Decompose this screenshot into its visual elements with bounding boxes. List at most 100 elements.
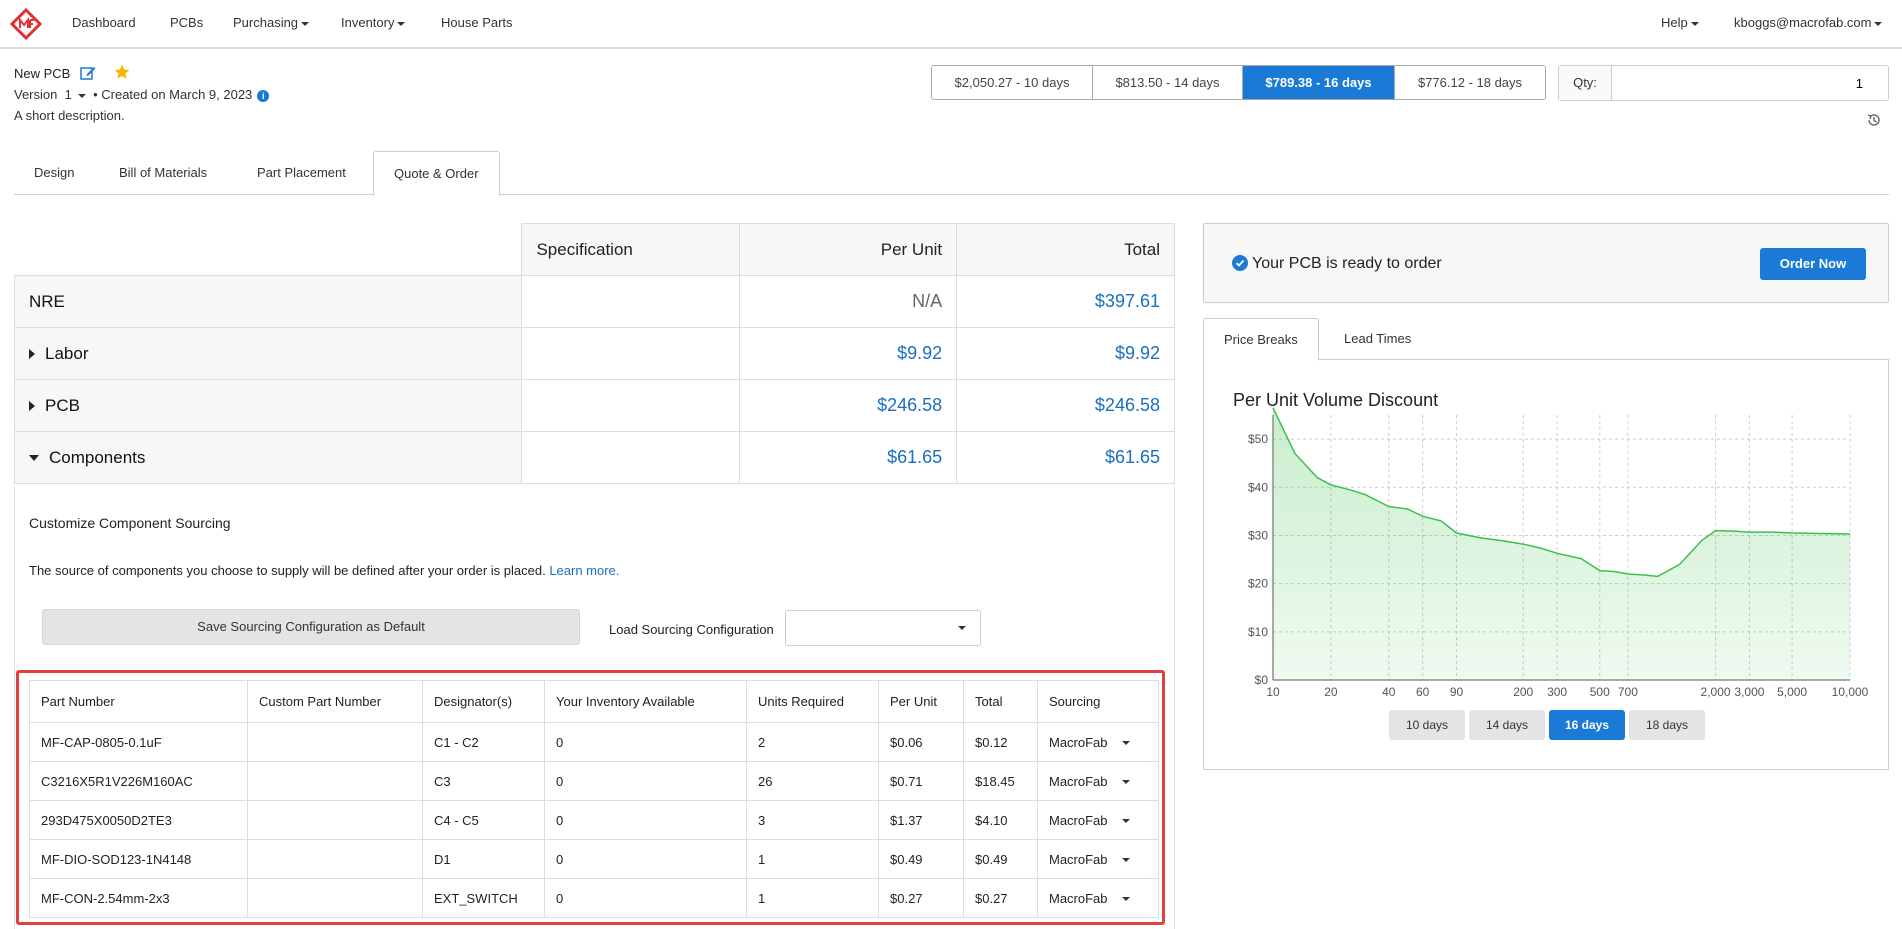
units-required: 26 — [746, 761, 879, 801]
ready-text: Your PCB is ready to order — [1252, 255, 1442, 272]
price-option-group: $2,050.27 - 10 days $813.50 - 14 days $7… — [931, 65, 1546, 100]
sourcing-select[interactable]: MacroFab — [1037, 839, 1159, 879]
chart-option-10-days[interactable]: 10 days — [1389, 710, 1465, 740]
cost-label-components[interactable]: Components — [13, 431, 523, 484]
chart-x-tick-label: 500 — [1590, 685, 1610, 699]
nav-help[interactable]: Help — [1661, 15, 1699, 30]
chart-option-16-days[interactable]: 16 days — [1549, 710, 1625, 740]
quantity-field: Qty: — [1558, 65, 1889, 101]
version-select[interactable]: 1 — [61, 87, 86, 102]
sourcing-select[interactable]: MacroFab — [1037, 761, 1159, 801]
tab-lead-times[interactable]: Lead Times — [1344, 331, 1412, 346]
parts-header-inventory: Your Inventory Available — [544, 680, 747, 723]
chart-option-18-days[interactable]: 18 days — [1629, 710, 1705, 740]
cost-summary-table: Specification Per Unit Total NRE N/A $39… — [13, 223, 1175, 484]
chart-x-tick-label: 200 — [1513, 685, 1533, 699]
nav-house-parts[interactable]: House Parts — [441, 15, 513, 30]
nav-inventory[interactable]: Inventory — [341, 15, 406, 30]
chart-x-tick-label: 700 — [1618, 685, 1638, 699]
info-icon[interactable]: i — [257, 89, 270, 102]
cost-total-pcb: $246.58 — [956, 379, 1175, 432]
chart-x-tick-label: 300 — [1547, 685, 1567, 699]
sourcing-select[interactable]: MacroFab — [1037, 878, 1159, 918]
parts-table: Part Number Custom Part Number Designato… — [29, 680, 1159, 918]
parts-header-per-unit: Per Unit — [878, 680, 964, 723]
star-icon[interactable] — [113, 63, 131, 81]
custom-part-number[interactable] — [247, 722, 423, 762]
cost-spec-nre — [521, 275, 741, 328]
tab-design[interactable]: Design — [34, 165, 75, 180]
chart-option-14-days[interactable]: 14 days — [1469, 710, 1545, 740]
tab-part-placement[interactable]: Part Placement — [257, 165, 346, 180]
per-unit: $0.27 — [878, 878, 964, 918]
order-ready-panel: Your PCB is ready to order Order Now — [1203, 223, 1889, 303]
chevron-down-icon — [1121, 780, 1130, 785]
total: $0.12 — [963, 722, 1038, 762]
macrofab-logo[interactable] — [10, 8, 42, 40]
page-title: New PCB — [14, 66, 71, 81]
chart-y-tick-label: $10 — [1248, 625, 1268, 639]
qty-label: Qty: — [1559, 66, 1612, 100]
version-label: Version — [14, 87, 58, 102]
cost-total-components: $61.65 — [956, 431, 1175, 484]
save-sourcing-default-button[interactable]: Save Sourcing Configuration as Default — [42, 609, 580, 645]
inventory-available: 0 — [544, 761, 747, 801]
nav-dashboard[interactable]: Dashboard — [72, 15, 136, 30]
cost-row-pcb[interactable]: PCB $246.58 $246.58 — [13, 379, 1175, 432]
price-option-14-days[interactable]: $813.50 - 14 days — [1093, 66, 1243, 99]
cost-label-labor[interactable]: Labor — [13, 327, 523, 380]
tab-bill-of-materials[interactable]: Bill of Materials — [119, 165, 208, 180]
tab-quote-order[interactable]: Quote & Order — [373, 151, 500, 196]
inventory-available: 0 — [544, 800, 747, 840]
load-sourcing-select[interactable] — [785, 610, 981, 646]
chevron-down-icon — [1121, 858, 1130, 863]
chevron-down-icon — [1874, 21, 1883, 26]
edit-icon[interactable] — [80, 65, 96, 81]
tab-price-breaks[interactable]: Price Breaks — [1203, 318, 1319, 361]
qty-input[interactable] — [1612, 66, 1888, 100]
total: $4.10 — [963, 800, 1038, 840]
cost-header-row: Specification Per Unit Total — [14, 223, 1175, 276]
chevron-down-icon — [77, 93, 86, 98]
per-unit: $0.71 — [878, 761, 964, 801]
history-icon[interactable] — [1866, 112, 1882, 128]
cost-row-components[interactable]: Components $61.65 $61.65 — [13, 431, 1175, 484]
parts-header-units-required: Units Required — [746, 680, 879, 723]
custom-part-number[interactable] — [247, 839, 423, 879]
parts-header-designators: Designator(s) — [422, 680, 545, 723]
chevron-down-icon — [958, 626, 966, 630]
sourcing-note: The source of components you choose to s… — [29, 563, 619, 578]
nav-pcbs[interactable]: PCBs — [170, 15, 204, 30]
nav-purchasing-label: Purchasing — [233, 15, 299, 30]
sourcing-select[interactable]: MacroFab — [1037, 722, 1159, 762]
volume-discount-chart: $0 $10 $20 $30 $40 $50 10 20 40 60 90 200 300 500 700 2… — [1248, 407, 1869, 699]
total: $18.45 — [963, 761, 1038, 801]
custom-part-number[interactable] — [247, 800, 423, 840]
cost-label-pcb[interactable]: PCB — [13, 379, 523, 432]
price-option-10-days[interactable]: $2,050.27 - 10 days — [932, 66, 1093, 99]
cost-label-nre: NRE — [13, 275, 523, 328]
parts-header-row: Part Number Custom Part Number Designato… — [29, 680, 1159, 723]
sourcing-value: MacroFab — [1049, 773, 1108, 789]
nav-user-menu[interactable]: kboggs@macrofab.com — [1734, 15, 1883, 30]
sourcing-select[interactable]: MacroFab — [1037, 800, 1159, 840]
chart-y-tick-label: $40 — [1248, 480, 1268, 494]
table-row: MF-CON-2.54mm-2x3 EXT_SWITCH 0 1 $0.27 $… — [29, 878, 1159, 918]
part-number: C3216X5R1V226M160AC — [29, 761, 248, 801]
learn-more-link[interactable]: Learn more. — [549, 563, 620, 578]
cost-row-labor[interactable]: Labor $9.92 $9.92 — [13, 327, 1175, 380]
price-option-18-days[interactable]: $776.12 - 18 days — [1395, 66, 1545, 99]
order-now-button[interactable]: Order Now — [1760, 248, 1866, 280]
table-row: MF-CAP-0805-0.1uF C1 - C2 0 2 $0.06 $0.1… — [29, 722, 1159, 762]
nav-purchasing[interactable]: Purchasing — [233, 15, 310, 30]
custom-part-number[interactable] — [247, 761, 423, 801]
cost-per-unit-labor: $9.92 — [739, 327, 958, 380]
nav-help-label: Help — [1661, 15, 1688, 30]
table-row: C3216X5R1V226M160AC C3 0 26 $0.71 $18.45… — [29, 761, 1159, 801]
custom-part-number[interactable] — [247, 878, 423, 918]
chart-y-tick-label: $0 — [1255, 673, 1269, 687]
parts-header-custom-part-number: Custom Part Number — [247, 680, 423, 723]
parts-header-sourcing: Sourcing — [1037, 680, 1159, 723]
cost-per-unit-components: $61.65 — [739, 431, 958, 484]
price-option-16-days[interactable]: $789.38 - 16 days — [1243, 66, 1395, 99]
